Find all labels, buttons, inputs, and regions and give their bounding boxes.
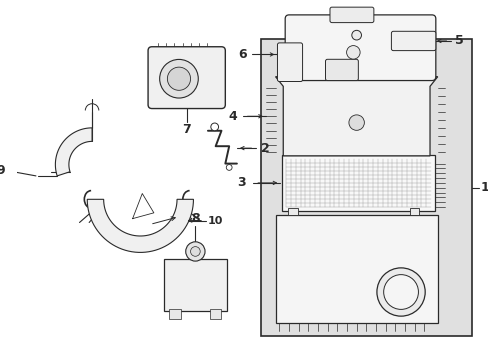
FancyBboxPatch shape — [148, 47, 225, 109]
Circle shape — [190, 247, 200, 256]
Polygon shape — [275, 77, 437, 156]
Circle shape — [226, 165, 232, 170]
Polygon shape — [87, 199, 193, 252]
FancyBboxPatch shape — [163, 259, 227, 311]
Bar — [169, 309, 181, 319]
Bar — [282, 155, 434, 211]
Text: 5: 5 — [454, 35, 463, 48]
Circle shape — [160, 59, 198, 98]
Text: 6: 6 — [238, 48, 246, 61]
Circle shape — [383, 275, 418, 309]
Text: 2: 2 — [261, 141, 270, 155]
Text: 9: 9 — [0, 163, 5, 177]
Circle shape — [348, 115, 364, 130]
FancyBboxPatch shape — [277, 43, 302, 81]
Text: 10: 10 — [207, 216, 223, 226]
Circle shape — [346, 46, 359, 59]
Bar — [261, 39, 470, 337]
Text: 1: 1 — [480, 181, 488, 194]
Bar — [409, 208, 419, 215]
Text: 3: 3 — [237, 176, 245, 189]
Bar — [209, 309, 221, 319]
Text: 7: 7 — [182, 123, 191, 136]
Circle shape — [210, 123, 218, 131]
Polygon shape — [275, 215, 437, 323]
Circle shape — [167, 67, 190, 90]
Circle shape — [185, 242, 204, 261]
Text: 4: 4 — [228, 110, 237, 123]
FancyBboxPatch shape — [390, 31, 435, 51]
Bar — [287, 208, 297, 215]
FancyBboxPatch shape — [325, 59, 358, 81]
Circle shape — [376, 268, 425, 316]
FancyBboxPatch shape — [329, 7, 373, 23]
Polygon shape — [55, 128, 92, 176]
FancyBboxPatch shape — [285, 15, 435, 81]
Circle shape — [351, 30, 361, 40]
Text: 8: 8 — [191, 212, 199, 225]
